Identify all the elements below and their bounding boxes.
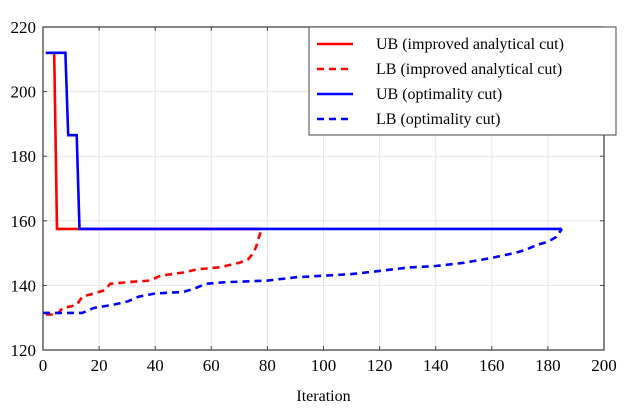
- x-tick-label: 160: [479, 356, 505, 375]
- y-tick-label: 180: [11, 147, 37, 166]
- x-tick-label: 140: [423, 356, 449, 375]
- y-tick-label: 200: [11, 83, 37, 102]
- x-tick-label: 60: [203, 356, 220, 375]
- x-tick-label: 180: [535, 356, 561, 375]
- y-tick-label: 160: [11, 212, 37, 231]
- x-tick-label: 100: [311, 356, 337, 375]
- x-tick-label: 0: [39, 356, 48, 375]
- y-tick-label: 220: [11, 18, 37, 37]
- legend-label: UB (improved analytical cut): [376, 36, 564, 53]
- series-line-2: [45, 228, 264, 316]
- legend-box: [308, 26, 617, 136]
- series-line-3: [45, 51, 562, 231]
- legend-label: LB (improved analytical cut): [376, 61, 562, 78]
- legend-entry: LB (improved analytical cut): [317, 61, 562, 78]
- legend-label: UB (optimality cut): [376, 86, 502, 103]
- legend: UB (improved analytical cut) LB (improved…: [308, 26, 617, 136]
- x-tick-label: 40: [147, 356, 164, 375]
- legend-entry: UB (optimality cut): [317, 86, 502, 103]
- legend-entry: LB (optimality cut): [317, 111, 500, 128]
- y-tick-label: 140: [11, 276, 37, 295]
- series-line-4: [43, 228, 563, 315]
- x-tick-label: 20: [91, 356, 108, 375]
- series-layer: [43, 51, 563, 316]
- legend-label: LB (optimality cut): [376, 111, 500, 128]
- x-tick-label: 120: [367, 356, 393, 375]
- x-axis-label: Iteration: [296, 388, 350, 405]
- x-tick-label: 80: [259, 356, 276, 375]
- ticks: 0 20 40 60 80 100 120 140 160 180 200 120 140 160 180 2…: [11, 18, 617, 375]
- x-tick-label: 200: [591, 356, 617, 375]
- y-tick-label: 120: [11, 341, 37, 360]
- legend-entry: UB (improved analytical cut): [317, 36, 564, 53]
